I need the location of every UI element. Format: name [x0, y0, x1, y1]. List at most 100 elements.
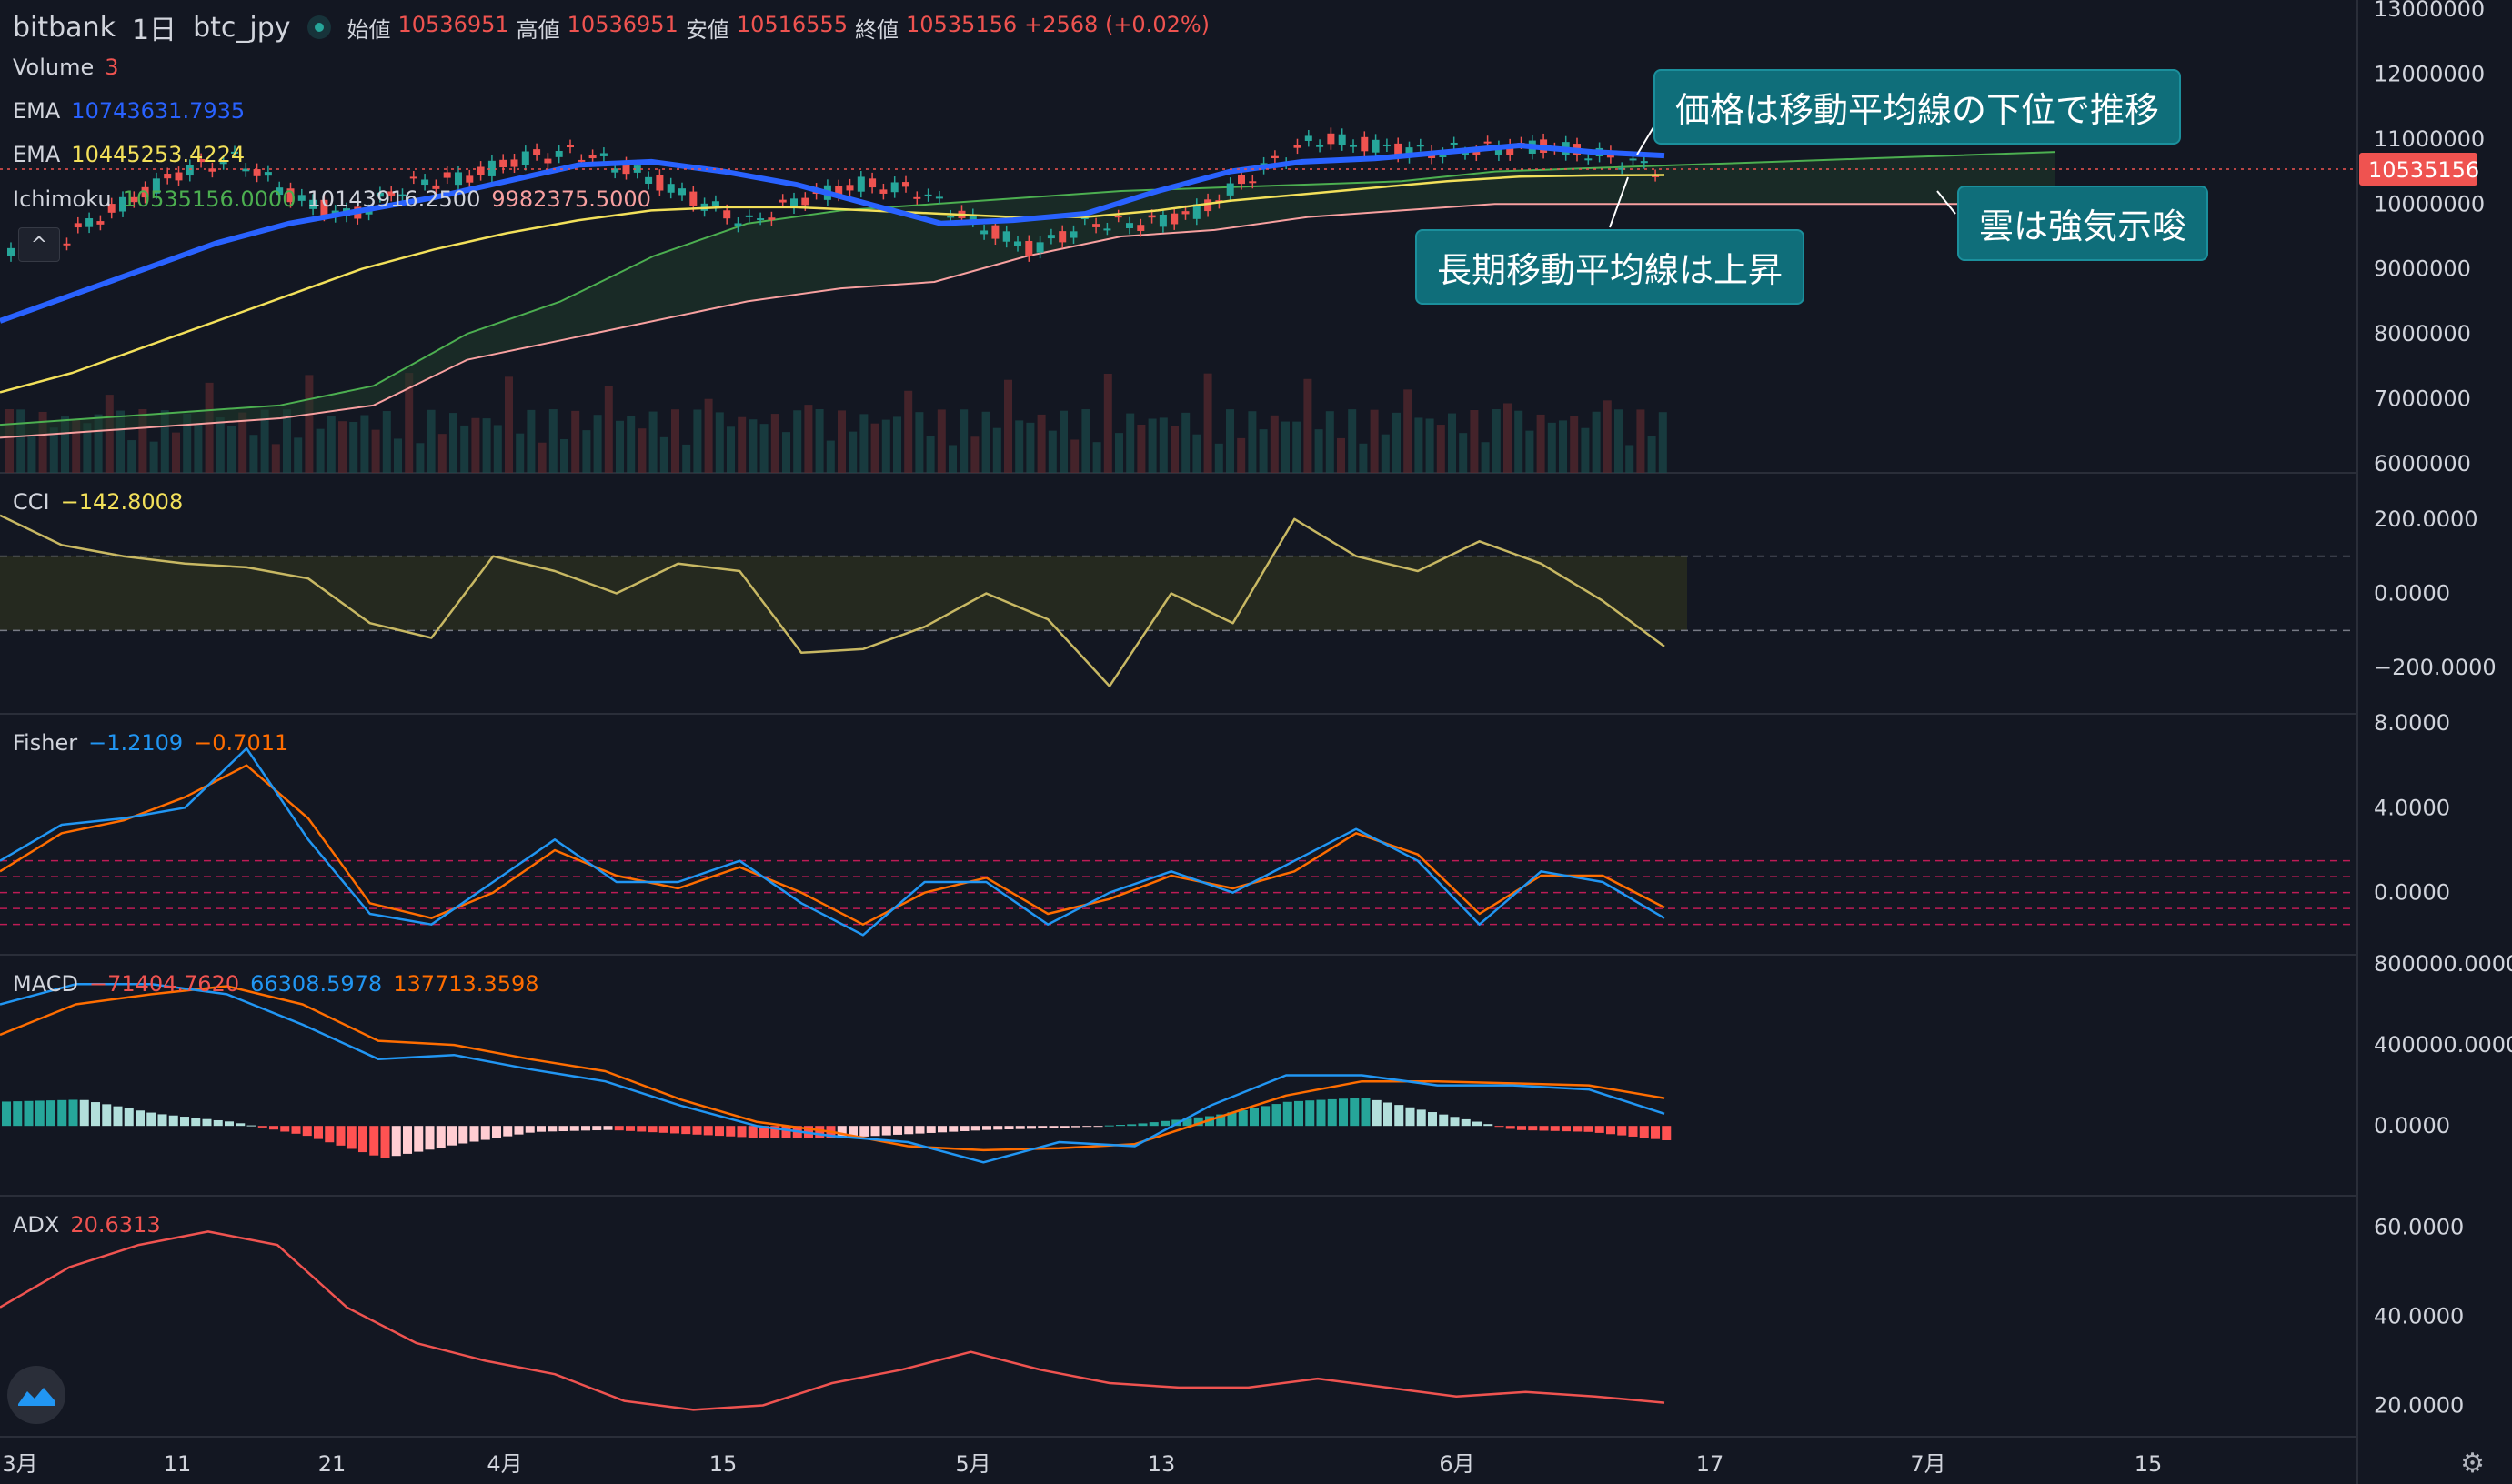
candle-body: [1394, 143, 1402, 156]
candle-body: [521, 151, 529, 165]
volume-bar: [1392, 412, 1401, 473]
volume-bar: [216, 417, 225, 473]
macd-histogram-bar: [915, 1126, 925, 1134]
volume-bar: [638, 428, 647, 473]
macd-histogram-bar: [79, 1099, 89, 1127]
candle-body: [1416, 145, 1424, 147]
candle-body: [1159, 214, 1167, 227]
volume-bar: [382, 411, 391, 473]
candle-body: [466, 175, 474, 183]
volume-label: Volume: [13, 55, 95, 80]
ema-slow-legend[interactable]: EMA 10445253.4224: [13, 142, 245, 167]
volume-bar: [1436, 425, 1445, 473]
macd-histogram-bar: [414, 1126, 424, 1152]
volume-bar: [704, 398, 713, 473]
volume-bar: [759, 424, 769, 473]
macd-panel[interactable]: [0, 983, 1672, 1164]
macd-histogram-bar: [815, 1126, 825, 1138]
ema-fast-legend[interactable]: EMA 10743631.7935: [13, 98, 245, 124]
tradingview-logo-icon[interactable]: [7, 1366, 65, 1424]
volume-bar: [937, 409, 946, 473]
candle-body: [1204, 199, 1212, 212]
adx-legend[interactable]: ADX 20.6313: [13, 1212, 161, 1238]
ema-slow-value: 10445253.4224: [71, 142, 246, 167]
x-tick-label: 21: [318, 1451, 347, 1477]
adx-panel[interactable]: [0, 1230, 1665, 1411]
cci-label: CCI: [13, 489, 50, 515]
macd-histogram-bar: [581, 1126, 590, 1131]
macd-histogram-bar: [859, 1126, 869, 1137]
volume-bar: [1503, 403, 1512, 473]
ichimoku-legend[interactable]: Ichimoku 10535156.0000 10143916.2500 998…: [13, 186, 651, 212]
volume-bar: [238, 412, 247, 473]
fisher-panel[interactable]: [0, 747, 2357, 937]
cci-panel[interactable]: [0, 514, 2357, 687]
cci-legend[interactable]: CCI −142.8008: [13, 489, 183, 515]
volume-bar: [1492, 409, 1501, 473]
candle-body: [1249, 181, 1257, 184]
macd-histogram-bar: [246, 1125, 256, 1127]
price-tick-label: 13000000: [2374, 0, 2485, 22]
ema-fast-label: EMA: [13, 98, 61, 124]
candle-body: [242, 168, 250, 172]
candle-body: [544, 158, 552, 164]
macd-value-2: 66308.5978: [250, 971, 383, 997]
macd-histogram-bar: [102, 1104, 112, 1127]
ema-fast-value: 10743631.7935: [71, 98, 246, 124]
volume-bar: [1381, 434, 1390, 473]
macd-histogram-bar: [1528, 1126, 1538, 1131]
candle-body: [1652, 175, 1660, 177]
exchange-name[interactable]: bitbank: [13, 11, 116, 44]
volume-bar: [16, 409, 25, 473]
macd-histogram-bar: [236, 1123, 246, 1127]
macd-histogram-bar: [849, 1126, 858, 1138]
macd-histogram-bar: [870, 1126, 880, 1137]
volume-value: 3: [105, 55, 119, 80]
macd-histogram-bar: [1394, 1105, 1404, 1127]
candle-body: [164, 174, 172, 179]
macd-legend[interactable]: MACD −71404.7620 66308.5978 137713.3598: [13, 971, 539, 997]
candle-body: [1047, 235, 1055, 239]
candle-body: [678, 188, 686, 196]
macd-signal-line: [0, 985, 1665, 1152]
collapse-legend-button[interactable]: ^: [18, 227, 60, 262]
volume-bar: [449, 413, 457, 473]
candle-body: [119, 196, 126, 212]
symbol-header[interactable]: bitbank 1日 btc_jpy 始値 10536951 高値 10536951…: [13, 7, 1210, 47]
fisher-legend[interactable]: Fisher −1.2109 −0.7011: [13, 730, 288, 756]
macd-tick-label: 0.0000: [2374, 1113, 2450, 1138]
volume-bar: [826, 440, 835, 473]
macd-histogram-bar: [1517, 1126, 1526, 1130]
volume-bar: [904, 390, 913, 473]
candle-body: [264, 172, 272, 176]
adx-line: [0, 1230, 1665, 1411]
x-tick-label: 4月: [487, 1451, 522, 1477]
candle-body: [935, 196, 943, 199]
candle-body: [320, 199, 328, 216]
macd-histogram-bar: [1628, 1126, 1638, 1137]
candle-body: [980, 230, 989, 235]
macd-histogram-bar: [1662, 1126, 1672, 1140]
macd-line: [0, 983, 1665, 1164]
volume-legend[interactable]: Volume 3: [13, 55, 119, 80]
macd-histogram-bar: [1405, 1107, 1415, 1127]
interval-label[interactable]: 1日: [131, 15, 177, 46]
macd-histogram-bar: [648, 1126, 658, 1133]
candle-body: [969, 214, 977, 222]
macd-histogram-bar: [1361, 1098, 1371, 1127]
candle-body: [1036, 242, 1044, 253]
price-tick-label: 6000000: [2374, 451, 2471, 476]
fisher-tick-label: 0.0000: [2374, 880, 2450, 906]
gear-icon[interactable]: ⚙: [2460, 1448, 2485, 1479]
candle-body: [141, 186, 149, 198]
pair-label[interactable]: btc_jpy: [193, 11, 291, 44]
candle-body: [1472, 151, 1481, 155]
macd-histogram-bar: [514, 1126, 524, 1135]
volume-bar: [49, 427, 58, 473]
volume-bar: [970, 436, 980, 473]
volume-bar: [227, 426, 236, 473]
fisher-line: [0, 747, 1665, 937]
candle-body: [455, 172, 462, 186]
price-panel[interactable]: [0, 108, 2357, 473]
